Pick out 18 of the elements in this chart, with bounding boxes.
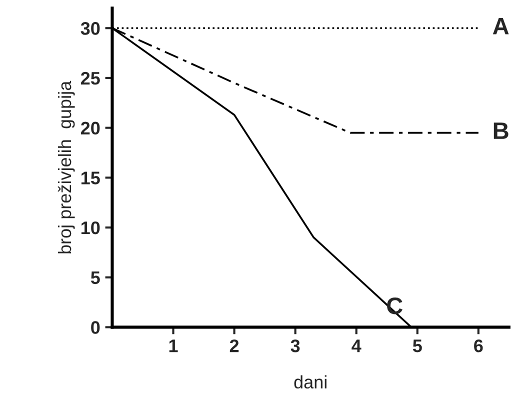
x-tick-label: 2 [230,339,239,352]
series-label: C [387,297,403,314]
y-tick-label: 5 [90,271,100,284]
x-tick-label: 5 [412,340,422,352]
x-tick-label: 1 [169,340,178,352]
y-tick-label: 0 [91,321,100,334]
y-tick-label: 10 [81,221,100,234]
y-tick-label: 15 [81,172,100,184]
y-tick-label: 20 [80,122,100,135]
x-axis-title: dani [294,375,326,389]
series-label: B [494,122,508,139]
x-tick-label: 3 [290,339,300,352]
y-axis-title: broj preživjelih gupija [58,80,75,254]
y-tick-label: 30 [80,22,100,35]
y-tick-label: 25 [80,72,100,85]
x-tick-label: 4 [352,340,362,352]
series-label: A [492,18,509,34]
x-tick-label: 6 [474,339,483,352]
